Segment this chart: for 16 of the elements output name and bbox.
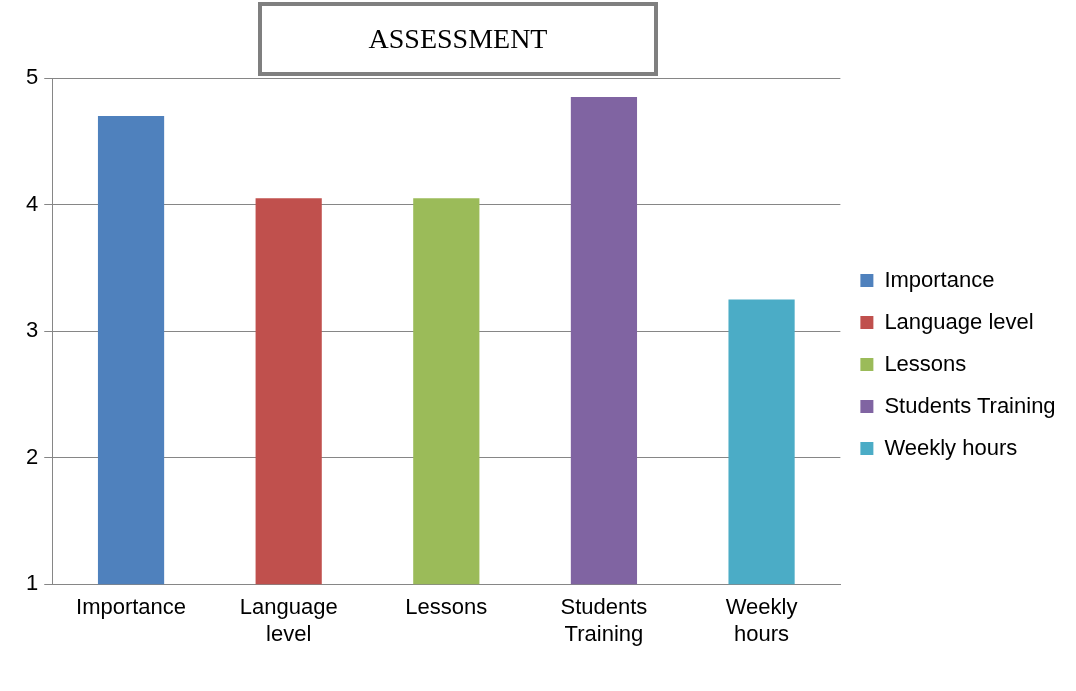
- y-tick-label: 1: [25, 570, 39, 596]
- x-tick-label: Weekly hours: [725, 594, 798, 646]
- x-tick-label: Importance: [76, 594, 187, 620]
- x-tick-label: Students Training: [560, 594, 648, 646]
- y-tick-label: 2: [25, 443, 39, 469]
- legend-label: Weekly hours: [884, 434, 1018, 460]
- legend-label: Language level: [884, 308, 1034, 334]
- legend-label: Lessons: [884, 350, 967, 376]
- legend-label: Importance: [884, 266, 995, 292]
- y-tick-label: 4: [25, 190, 39, 216]
- y-tick-label: 3: [25, 317, 39, 343]
- y-tick-label: 5: [25, 64, 39, 90]
- legend-label: Students Training: [884, 392, 1056, 418]
- x-tick-label: Lessons: [405, 594, 488, 620]
- chart-title: ASSESSMENT: [258, 2, 658, 76]
- x-tick-label: Language level: [239, 594, 338, 646]
